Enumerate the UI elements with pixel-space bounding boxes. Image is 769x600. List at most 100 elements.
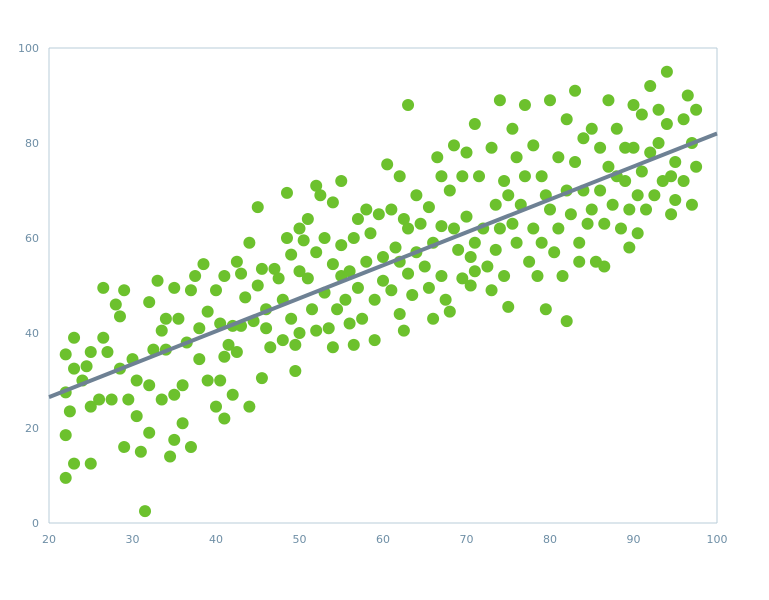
data-point <box>68 331 81 344</box>
data-point <box>143 379 156 392</box>
data-point <box>326 196 339 209</box>
data-point <box>335 239 348 252</box>
data-point <box>243 400 256 413</box>
data-point <box>260 322 273 335</box>
data-point <box>627 99 640 111</box>
data-point <box>456 170 469 183</box>
data-point <box>176 379 189 392</box>
data-point <box>439 293 452 306</box>
data-point <box>456 272 469 285</box>
data-point <box>493 94 506 107</box>
data-point <box>510 151 523 164</box>
data-point <box>197 258 210 271</box>
x-tick-label: 70 <box>460 533 474 546</box>
data-point <box>410 189 423 202</box>
data-point <box>598 260 611 273</box>
data-point <box>406 289 419 301</box>
data-point <box>527 139 540 152</box>
data-point <box>139 505 152 518</box>
data-point <box>159 312 172 325</box>
data-point <box>377 251 389 263</box>
data-point <box>502 189 515 202</box>
data-point <box>381 158 394 171</box>
data-point <box>97 281 110 294</box>
data-point <box>351 213 364 225</box>
data-point <box>255 372 268 385</box>
data-point <box>289 365 302 377</box>
data-point <box>84 400 97 413</box>
data-point <box>531 270 544 282</box>
data-point <box>510 236 523 249</box>
data-point <box>201 374 214 387</box>
data-point <box>218 270 231 282</box>
data-point <box>289 338 302 351</box>
data-point <box>364 227 377 240</box>
data-point <box>660 65 673 78</box>
data-point <box>665 170 678 183</box>
data-point <box>573 236 586 249</box>
data-point <box>84 457 97 470</box>
data-point <box>239 291 252 304</box>
data-point <box>594 141 607 154</box>
data-point <box>619 175 632 187</box>
data-point <box>535 236 548 249</box>
data-point <box>447 222 460 235</box>
data-point <box>397 324 410 337</box>
data-point <box>293 327 306 339</box>
data-point <box>143 296 156 309</box>
data-point <box>168 433 181 446</box>
data-point <box>210 284 222 297</box>
data-point <box>493 222 506 235</box>
data-point <box>251 201 264 214</box>
data-point <box>452 243 465 256</box>
data-point <box>443 305 456 318</box>
data-point <box>122 393 135 406</box>
data-point <box>464 251 477 263</box>
data-point <box>172 312 185 325</box>
data-point <box>418 260 431 273</box>
data-point <box>535 170 548 183</box>
data-point <box>272 272 285 285</box>
x-tick-label: 20 <box>42 533 56 546</box>
data-point <box>422 281 435 294</box>
data-point <box>481 260 494 273</box>
data-point <box>552 151 565 164</box>
data-point <box>564 208 577 221</box>
data-point <box>176 417 189 430</box>
data-point <box>402 267 415 280</box>
data-point <box>105 393 118 406</box>
data-point <box>343 265 356 278</box>
data-point <box>677 175 690 187</box>
data-point <box>301 213 314 225</box>
data-point <box>552 222 565 235</box>
data-point <box>230 346 243 358</box>
data-point <box>101 346 114 358</box>
data-point <box>243 236 256 249</box>
data-point <box>397 213 410 225</box>
data-point <box>218 350 231 363</box>
data-point <box>109 298 122 311</box>
data-point <box>218 412 231 425</box>
data-point <box>635 165 648 178</box>
data-point <box>326 258 339 271</box>
data-point <box>435 170 448 183</box>
data-point <box>322 322 335 335</box>
x-tick-label: 60 <box>376 533 390 546</box>
data-point <box>264 341 277 354</box>
data-point <box>435 270 448 282</box>
y-tick-label: 60 <box>25 232 39 245</box>
data-point <box>189 270 202 282</box>
data-point <box>631 189 644 202</box>
data-point <box>502 300 515 313</box>
data-point <box>343 317 356 330</box>
data-point <box>84 346 97 358</box>
data-point <box>447 139 460 152</box>
data-point <box>214 374 227 387</box>
data-point <box>468 118 481 130</box>
data-point <box>464 279 477 292</box>
data-point <box>460 146 473 159</box>
data-point <box>518 170 531 183</box>
data-point <box>210 400 222 413</box>
x-tick-label: 100 <box>707 533 728 546</box>
